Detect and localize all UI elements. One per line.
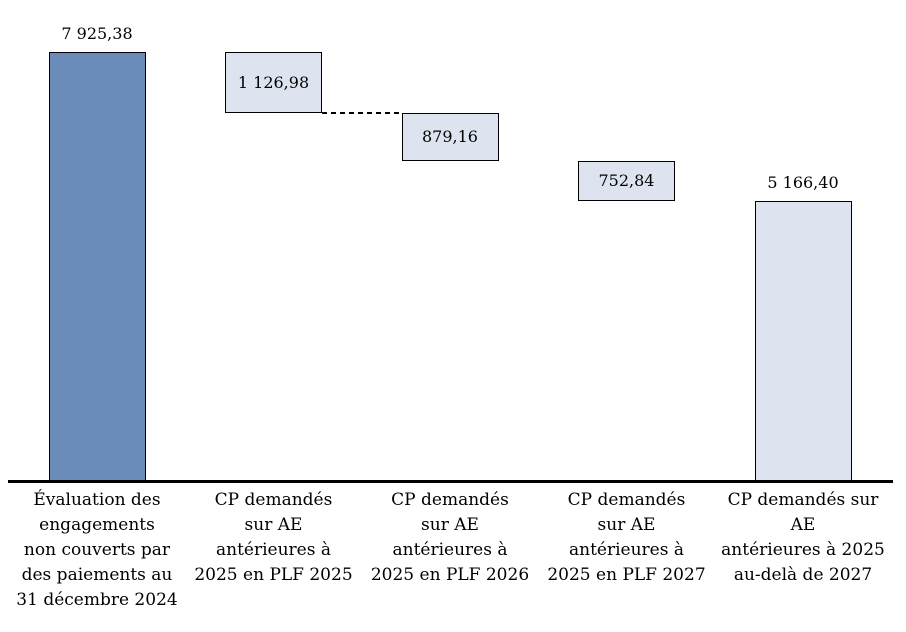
category-label-line: non couverts par [23,540,171,560]
category-label-line: sur AE [421,515,479,535]
category-label-3: CP demandés sur AE antérieures à 2025 en PL… [358,488,542,588]
category-label-line: Évaluation des [33,490,161,510]
waterfall-bar-2: 1 126,98 [225,52,322,113]
category-label-5: CP demandés sur AE antérieures à 2025 au-de… [711,488,895,588]
category-label-line: 31 décembre 2024 [16,590,178,610]
bar-value-label-3: 879,16 [422,127,478,147]
bar-value-label-5: 5 166,40 [767,173,839,193]
category-label-line: sur AE [597,515,656,535]
category-label-line: 2025 en PLF 2026 [370,565,530,585]
category-label-line: antérieures à [216,540,331,560]
category-label-line: des paiements au [21,565,173,585]
category-label-line: antérieures à 2025 [721,540,885,560]
category-label-line: sur AE [244,515,303,535]
category-label-1: Évaluation des engagements non couverts pa… [5,488,189,613]
dashed-connector-line [322,112,402,114]
category-label-line: CP demandés [214,490,333,510]
waterfall-bar-5 [754,201,852,481]
category-label-line: 2025 en PLF 2027 [547,565,706,585]
x-axis-line [8,480,893,483]
category-label-line: CP demandés [391,490,509,510]
category-label-line: antérieures à [392,540,508,560]
category-label-line: 2025 en PLF 2025 [194,565,353,585]
bar-value-label-1: 7 925,38 [61,24,133,43]
bar-value-label-2: 1 126,98 [237,73,310,92]
category-label-line: au-delà de 2027 [733,565,873,585]
waterfall-bar-3: 879,16 [401,113,499,161]
category-label-line: antérieures à [569,540,684,560]
category-label-4: CP demandés sur AE antérieures à 2025 en PL… [535,488,719,588]
waterfall-bar-4: 752,84 [578,160,675,202]
category-label-line: CP demandés sur [727,490,879,510]
category-label-line: AE [790,515,816,535]
category-label-line: engagements [39,515,155,535]
waterfall-bar-1 [48,52,146,481]
bar-value-label-4: 752,84 [598,171,655,191]
category-label-line: CP demandés [567,490,686,510]
category-label-2: CP demandés sur AE antérieures à 2025 en PL… [182,488,366,588]
